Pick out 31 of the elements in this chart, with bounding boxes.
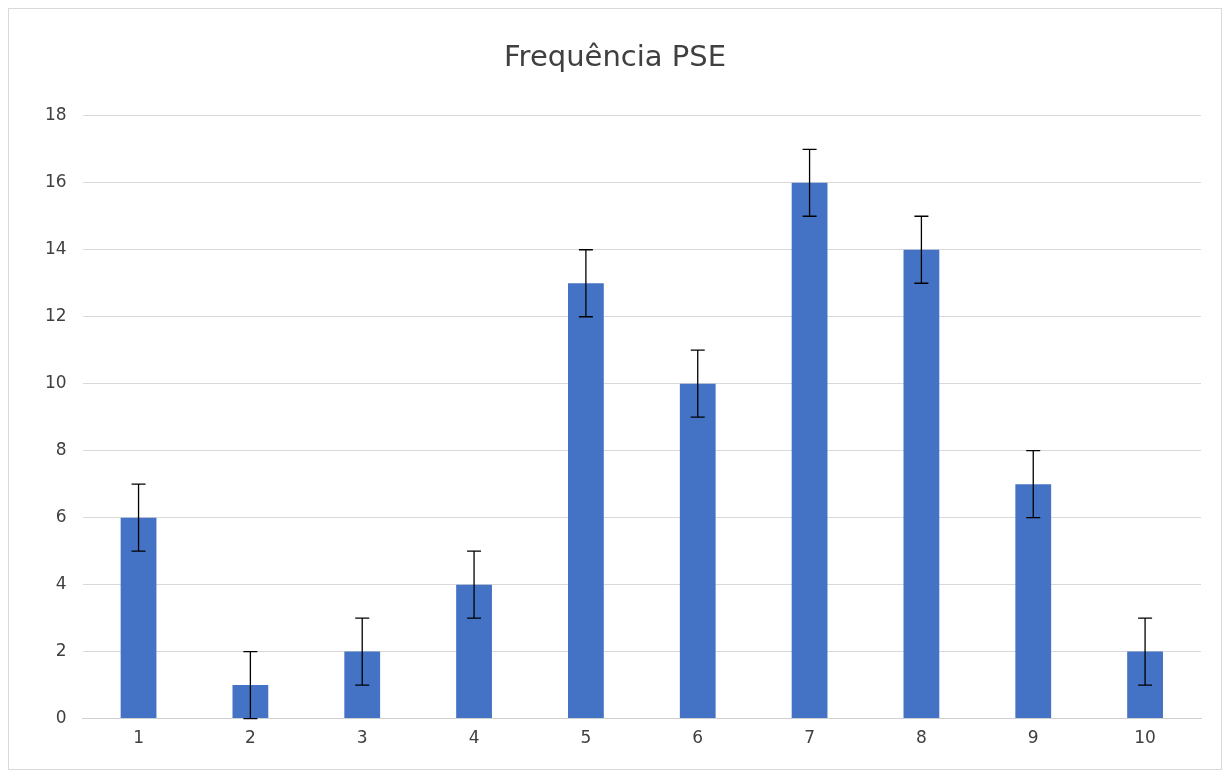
bar	[344, 651, 381, 719]
x-tick-label: 3	[356, 727, 368, 748]
y-tick-label: 18	[44, 104, 67, 125]
x-tick-label: 4	[468, 727, 480, 748]
bar	[1127, 651, 1163, 719]
bar	[232, 685, 269, 719]
x-tick-label: 7	[804, 727, 815, 748]
y-tick-label: 12	[44, 305, 67, 326]
x-tick-label: 6	[692, 727, 704, 748]
y-tick-label: 4	[55, 573, 67, 594]
bar	[903, 249, 940, 719]
chart-title: Frequência PSE	[504, 38, 726, 73]
y-tick-label: 0	[55, 707, 67, 728]
bar	[679, 383, 716, 719]
y-tick-label: 16	[44, 171, 67, 192]
y-tick-label: 10	[44, 372, 67, 393]
y-tick-label: 2	[55, 640, 67, 661]
x-tick-label: 9	[1027, 727, 1039, 748]
y-tick-label: 14	[44, 238, 67, 259]
y-tick-label: 6	[55, 506, 67, 527]
bar	[791, 182, 828, 719]
bar	[120, 517, 157, 719]
bar	[568, 283, 604, 719]
x-tick-label: 5	[580, 727, 592, 748]
x-tick-label: 8	[915, 727, 927, 748]
y-tick-label: 8	[55, 439, 67, 460]
bar	[456, 584, 492, 719]
bar	[1015, 484, 1052, 719]
x-tick-label: 2	[244, 727, 256, 748]
x-tick-label: 1	[133, 727, 144, 748]
x-tick-label: 10	[1134, 727, 1156, 748]
